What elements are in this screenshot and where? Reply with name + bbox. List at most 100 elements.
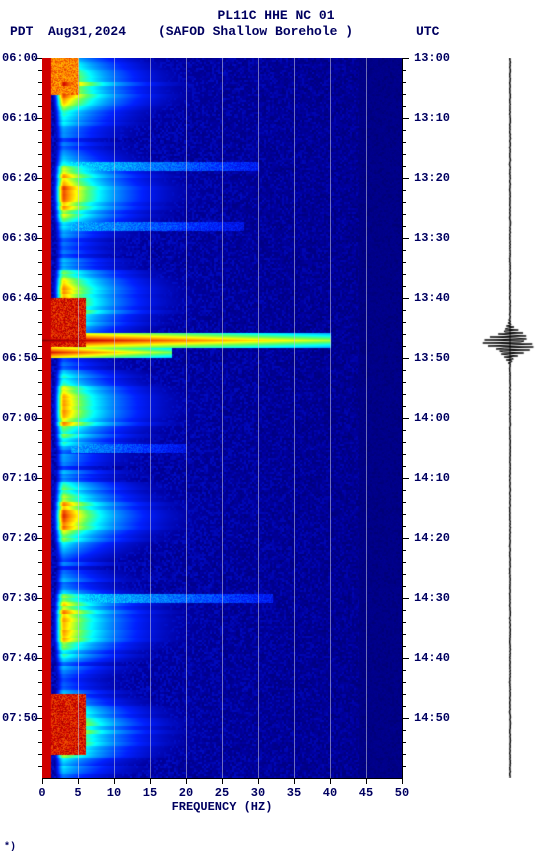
xtick [222,778,223,784]
ytick-minor [38,130,42,131]
ytick-minor [38,334,42,335]
xlabel: 15 [143,786,157,800]
ytick-minor [402,322,406,323]
ytick-minor [38,562,42,563]
ytick-minor [402,586,406,587]
ytick-minor [402,286,406,287]
ytick-minor [402,274,406,275]
ytick-minor [402,394,406,395]
gridline [258,58,259,778]
ytick-major [402,298,409,299]
ytick-minor [402,502,406,503]
ylabel-right: 14:30 [414,591,450,605]
ytick-minor [38,694,42,695]
ylabel-right: 13:00 [414,51,450,65]
ytick-minor [38,370,42,371]
ytick-minor [38,454,42,455]
ytick-minor [38,250,42,251]
ytick-minor [402,646,406,647]
ytick-major [402,58,409,59]
xlabel: 25 [215,786,229,800]
ylabel-left: 07:10 [2,471,42,485]
ytick-minor [38,346,42,347]
ytick-minor [402,202,406,203]
ytick-major [402,538,409,539]
ytick-minor [38,214,42,215]
ylabel-right: 14:10 [414,471,450,485]
subtitle-label: (SAFOD Shallow Borehole ) [158,24,353,39]
ytick-minor [402,742,406,743]
xlabel: 35 [287,786,301,800]
ylabel-right: 13:20 [414,171,450,185]
footnote: *) [4,842,16,853]
ytick-minor [38,442,42,443]
ytick-minor [38,622,42,623]
page-root: PL11C HHE NC 01 PDT Aug31,2024 (SAFOD Sh… [0,0,552,864]
ytick-major [402,718,409,719]
ytick-minor [38,190,42,191]
xlabel: 45 [359,786,373,800]
ylabel-left: 07:50 [2,711,42,725]
ytick-minor [402,766,406,767]
ytick-minor [402,706,406,707]
ylabel-right: 14:20 [414,531,450,545]
ylabel-left: 07:20 [2,531,42,545]
gridline [294,58,295,778]
ylabel-left: 07:00 [2,411,42,425]
xtick [42,778,43,784]
ytick-minor [402,514,406,515]
ytick-major [402,598,409,599]
ytick-minor [38,742,42,743]
ytick-minor [402,622,406,623]
ytick-minor [402,694,406,695]
ytick-minor [402,82,406,83]
ytick-minor [38,766,42,767]
ytick-minor [38,706,42,707]
ytick-major [402,658,409,659]
ytick-minor [402,250,406,251]
tz-left-label: PDT [10,24,33,39]
xaxis-title: FREQUENCY (HZ) [42,800,402,814]
xlabel: 30 [251,786,265,800]
waveform-plot [480,58,540,778]
spectrogram-plot [42,58,402,778]
xtick [78,778,79,784]
ylabel-left: 06:50 [2,351,42,365]
ytick-minor [38,550,42,551]
ylabel-right: 14:40 [414,651,450,665]
ytick-minor [402,382,406,383]
ytick-minor [38,502,42,503]
ytick-minor [402,682,406,683]
xtick [186,778,187,784]
gridline [186,58,187,778]
ytick-minor [402,562,406,563]
xlabel: 20 [179,786,193,800]
ylabel-left: 07:30 [2,591,42,605]
ytick-major [402,358,409,359]
xtick [330,778,331,784]
gridline [150,58,151,778]
tz-right-label: UTC [416,24,439,39]
ytick-minor [402,442,406,443]
ytick-minor [402,610,406,611]
ytick-minor [38,322,42,323]
ytick-minor [402,526,406,527]
ytick-minor [402,454,406,455]
date-label: Aug31,2024 [48,24,126,39]
ytick-minor [402,574,406,575]
ytick-minor [38,82,42,83]
ytick-minor [402,370,406,371]
gridline [330,58,331,778]
gridline [222,58,223,778]
ytick-minor [38,430,42,431]
ytick-minor [402,466,406,467]
ytick-minor [38,490,42,491]
ytick-minor [38,70,42,71]
ytick-minor [38,526,42,527]
ytick-minor [38,394,42,395]
xlabel: 50 [395,786,409,800]
xlabel: 0 [38,786,45,800]
station-id: PL11C HHE NC 01 [0,8,552,23]
ytick-minor [402,346,406,347]
ytick-minor [402,190,406,191]
